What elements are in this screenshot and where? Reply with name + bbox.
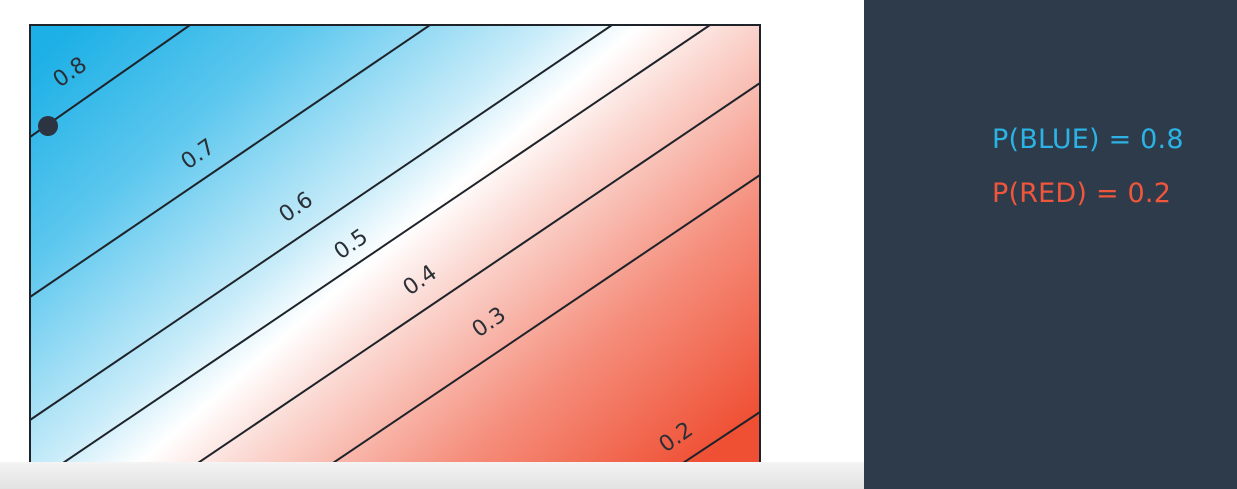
contour-line-0.8 xyxy=(30,25,191,138)
contour-line-0.7 xyxy=(30,25,431,298)
probability-panel: P(BLUE) = 0.8 P(RED) = 0.2 xyxy=(864,0,1237,489)
contour-line-0.4 xyxy=(196,82,760,463)
diagram-area: 0.8 0.7 0.6 0.5 0.4 0.3 0.2 xyxy=(29,24,761,464)
blue-probability-text: P(BLUE) = 0.8 xyxy=(992,124,1184,155)
plot-background xyxy=(30,25,760,463)
red-probability-text: P(RED) = 0.2 xyxy=(992,178,1172,209)
bottom-bar xyxy=(0,462,864,489)
data-point xyxy=(38,116,58,136)
contour-line-0.6 xyxy=(30,25,613,421)
contour-line-0.2 xyxy=(681,411,760,463)
contour-line-0.3 xyxy=(331,174,760,463)
contour-line-0.5 xyxy=(61,25,711,463)
probability-contour-plot: 0.8 0.7 0.6 0.5 0.4 0.3 0.2 xyxy=(29,24,761,464)
